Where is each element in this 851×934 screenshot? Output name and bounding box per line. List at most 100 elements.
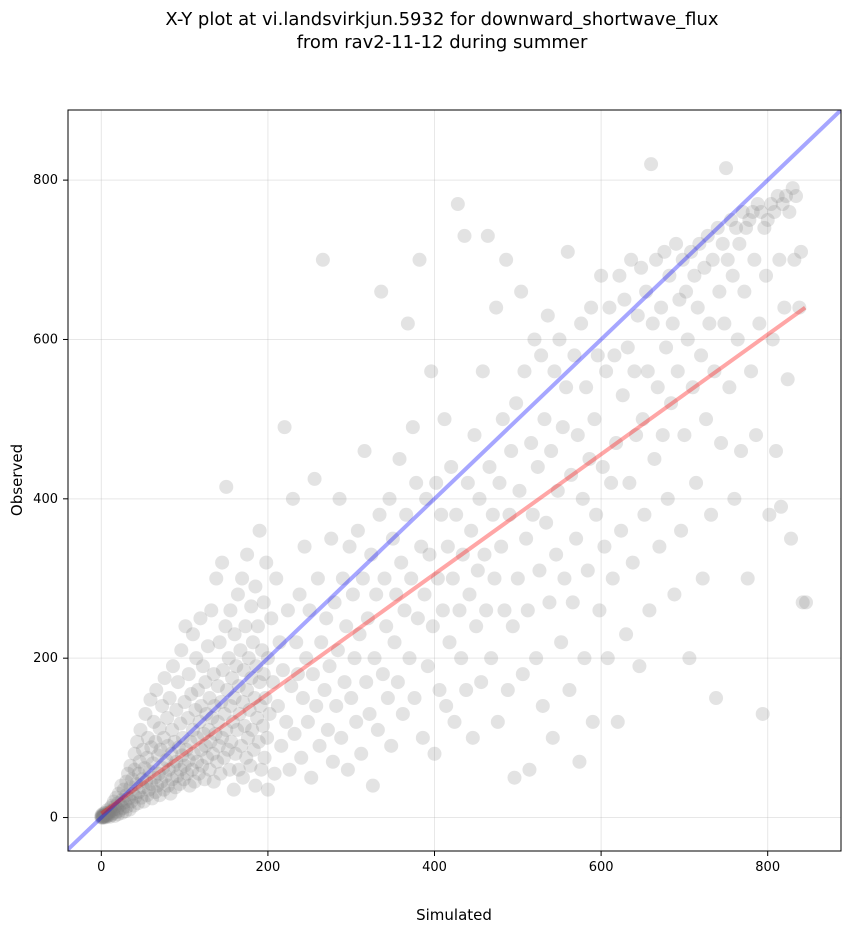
data-point — [340, 762, 355, 777]
data-point — [724, 212, 739, 227]
data-point — [420, 659, 435, 674]
data-point — [255, 643, 270, 658]
data-point — [760, 212, 775, 227]
data-point — [123, 780, 138, 795]
data-point — [222, 762, 237, 777]
data-point — [258, 691, 273, 706]
data-point — [199, 706, 214, 721]
data-point — [205, 746, 220, 761]
data-point — [231, 762, 246, 777]
data-point — [780, 372, 795, 387]
data-point — [565, 595, 580, 610]
data-point — [165, 772, 180, 787]
data-point — [167, 734, 182, 749]
data-point — [655, 428, 670, 443]
data-point — [119, 788, 134, 803]
data-point — [770, 189, 785, 204]
data-point — [385, 531, 400, 546]
data-point — [339, 619, 354, 634]
data-point — [109, 790, 124, 805]
data-point — [374, 284, 389, 299]
data-point — [319, 611, 334, 626]
data-point — [176, 772, 191, 787]
data-point — [402, 651, 417, 666]
data-point — [404, 571, 419, 586]
data-point — [219, 722, 234, 737]
data-point — [175, 730, 190, 745]
data-point — [138, 706, 153, 721]
data-point — [239, 750, 254, 765]
data-point — [422, 547, 437, 562]
data-point — [354, 746, 369, 761]
data-point — [757, 220, 772, 235]
data-point — [307, 471, 322, 486]
data-point — [709, 691, 724, 706]
data-point — [472, 491, 487, 506]
data-point — [519, 531, 534, 546]
data-point — [662, 268, 677, 283]
data-point — [439, 698, 454, 713]
data-point — [95, 807, 110, 822]
data-point — [582, 451, 597, 466]
data-point — [106, 802, 121, 817]
data-point — [240, 547, 255, 562]
data-point — [237, 718, 252, 733]
data-point — [392, 451, 407, 466]
data-point — [674, 523, 689, 538]
data-point — [605, 571, 620, 586]
data-point — [537, 412, 552, 427]
data-point — [784, 531, 799, 546]
data-point — [143, 692, 158, 707]
data-point — [122, 802, 137, 817]
data-point — [592, 603, 607, 618]
data-point — [175, 748, 190, 763]
data-point — [200, 750, 215, 765]
data-point — [644, 157, 659, 172]
one-to-one-line — [68, 110, 841, 851]
data-point — [550, 483, 565, 498]
data-point — [407, 691, 422, 706]
data-point — [226, 782, 241, 797]
data-point — [364, 547, 379, 562]
data-point — [190, 683, 205, 698]
data-point — [687, 268, 702, 283]
data-point — [185, 722, 200, 737]
data-point — [144, 777, 159, 792]
data-point — [210, 679, 225, 694]
data-point — [137, 761, 152, 776]
data-point — [619, 627, 634, 642]
data-point — [215, 730, 230, 745]
data-point — [324, 531, 339, 546]
data-point — [545, 730, 560, 745]
data-point — [742, 212, 757, 227]
data-point — [699, 412, 714, 427]
data-point — [131, 785, 146, 800]
data-point — [450, 197, 465, 212]
data-point — [767, 204, 782, 219]
data-point — [151, 766, 166, 781]
data-point — [629, 428, 644, 443]
data-point — [314, 635, 329, 650]
data-point — [203, 734, 218, 749]
data-point — [769, 444, 784, 459]
data-point — [136, 794, 151, 809]
data-point — [369, 587, 384, 602]
data-point — [732, 236, 747, 251]
data-point — [160, 738, 175, 753]
data-point — [155, 698, 170, 713]
data-point — [710, 220, 725, 235]
data-point — [299, 651, 314, 666]
data-point — [529, 651, 544, 666]
data-point — [424, 364, 439, 379]
data-point — [695, 571, 710, 586]
data-point — [622, 475, 637, 490]
data-point — [799, 595, 814, 610]
regression-line — [100, 305, 807, 816]
data-point — [704, 507, 719, 522]
data-point — [156, 782, 171, 797]
data-point — [370, 722, 385, 737]
data-point — [248, 778, 263, 793]
data-point — [584, 300, 599, 315]
data-point — [272, 635, 287, 650]
